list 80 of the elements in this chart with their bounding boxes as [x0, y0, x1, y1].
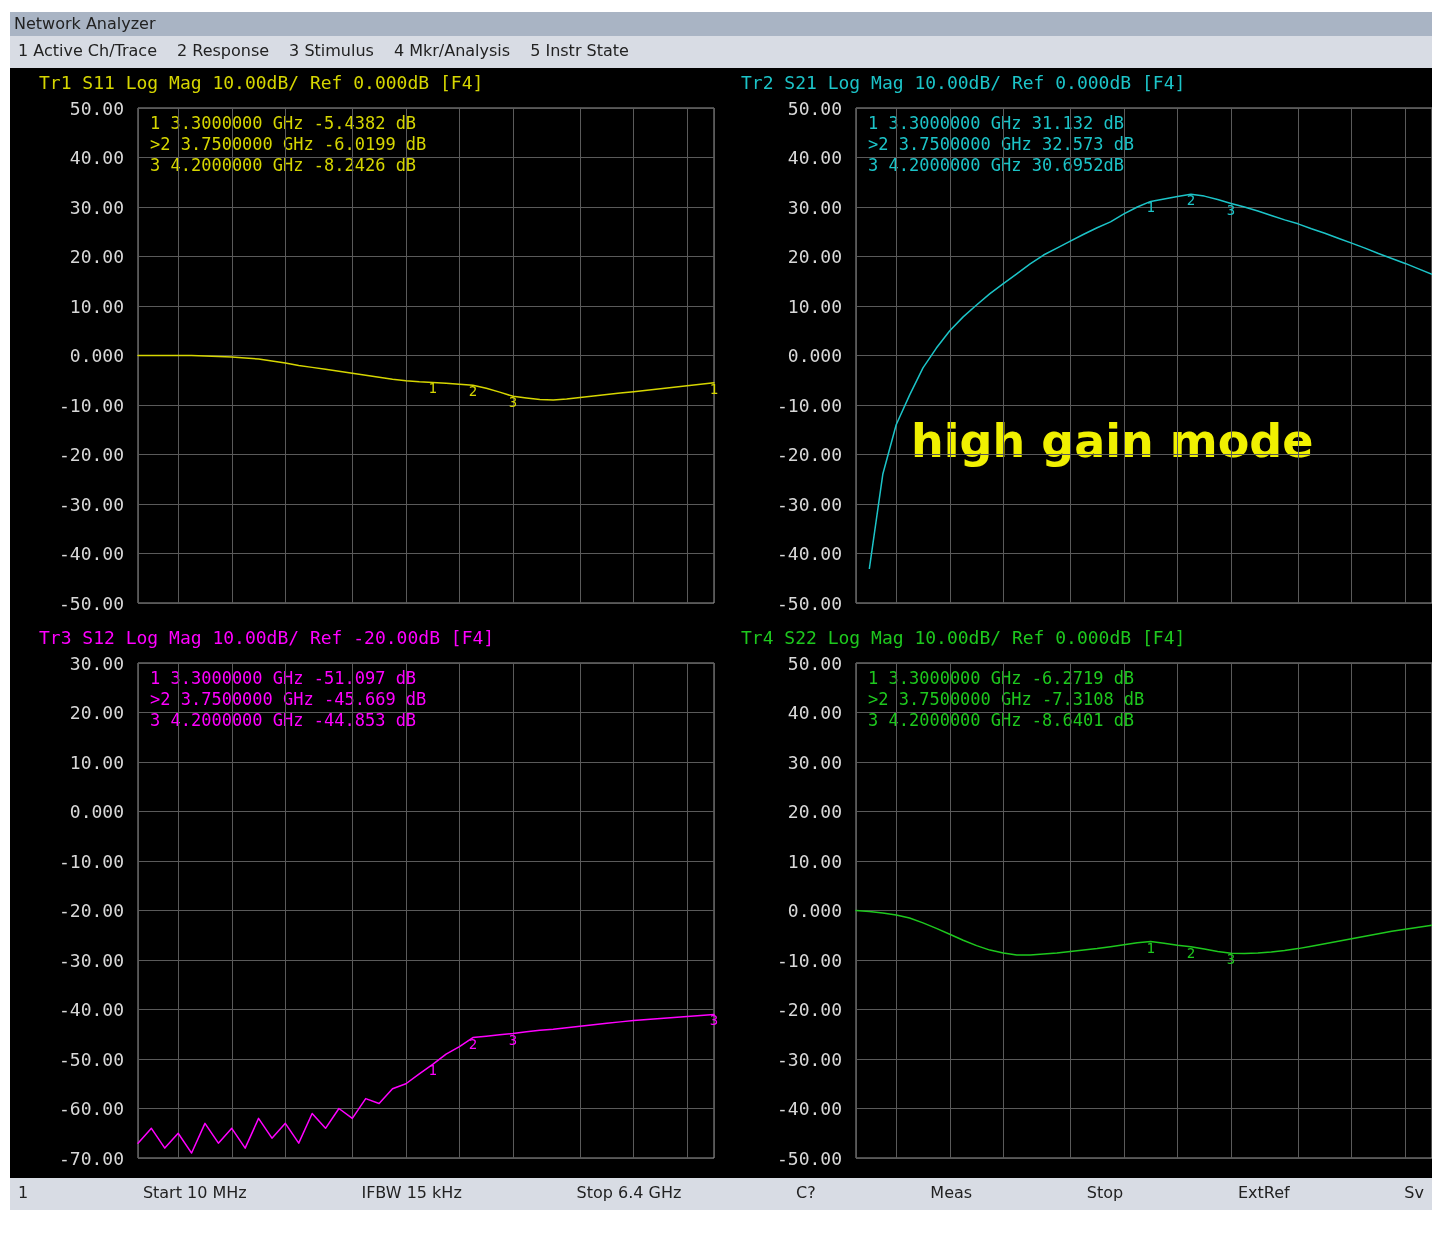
text: C?: [796, 1183, 816, 1204]
annotation: 1: [1146, 939, 1155, 956]
annotation: 2: [468, 1035, 478, 1052]
y-tick-label: 50.00: [787, 97, 842, 119]
y-tick-label: -20.00: [58, 444, 124, 465]
chart-title: Tr4 S22 Log Mag 10.00dB/ Ref 0.000dB [F4]: [741, 626, 1186, 648]
text: Meas: [930, 1183, 973, 1204]
annotation: 2: [1186, 944, 1196, 961]
y-tick-label: -30.00: [58, 493, 124, 515]
y-tick-label: 30.00: [69, 196, 124, 218]
line-series: [868, 193, 1432, 570]
y-tick-label: -20.00: [58, 900, 124, 921]
annotation: 2: [468, 383, 478, 400]
y-tick-label: -40.00: [776, 543, 842, 564]
y-tick-label: 30.00: [787, 196, 842, 218]
y-tick-label: 20.00: [787, 801, 842, 822]
y-tick-label: -30.00: [776, 1048, 842, 1070]
annotation: 1: [709, 380, 719, 397]
y-tick-label: 20.00: [69, 246, 124, 267]
y-tick-label: -10.00: [58, 394, 124, 416]
text: 3 Stimulus: [289, 41, 374, 62]
y-tick-label: 10.00: [787, 295, 842, 317]
annotation: 3: [508, 1031, 518, 1048]
text: IFBW 15 kHz: [361, 1183, 462, 1204]
text: ExtRef: [1237, 1183, 1290, 1204]
annotation: 3: [1226, 951, 1236, 968]
chart-title: Tr1 S11 Log Mag 10.00dB/ Ref 0.000dB [F4]: [39, 71, 484, 93]
y-tick-label: -30.00: [58, 949, 124, 971]
y-tick-label: -30.00: [776, 493, 842, 515]
chart-title: Tr3 S12 Log Mag 10.00dB/ Ref -20.00dB [F4]: [39, 626, 495, 648]
annotation: 1: [428, 1062, 437, 1079]
y-tick-label: -50.00: [58, 592, 124, 614]
y-tick-label: -40.00: [58, 999, 124, 1020]
y-tick-label: -10.00: [776, 949, 842, 971]
y-tick-label: 40.00: [787, 702, 842, 723]
y-tick-label: -40.00: [776, 1098, 842, 1119]
annotation: 1: [428, 380, 437, 397]
y-tick-label: -40.00: [58, 543, 124, 564]
y-tick-label: -10.00: [58, 850, 124, 872]
y-tick-label: 0.000: [787, 900, 842, 921]
y-tick-label: -50.00: [776, 1147, 842, 1169]
y-tick-label: -50.00: [58, 1048, 124, 1070]
y-tick-label: 10.00: [69, 751, 124, 773]
text: 5 Instr State: [530, 41, 629, 62]
text: Stop: [1086, 1183, 1124, 1204]
text: Start 10 MHz: [142, 1183, 247, 1204]
text: 1 Active Ch/Trace: [18, 41, 157, 62]
y-tick-label: 0.000: [787, 345, 842, 366]
text: 4 Mkr/Analysis: [393, 41, 511, 62]
y-tick-label: -70.00: [58, 1147, 124, 1169]
y-tick-label: 10.00: [787, 850, 842, 872]
y-tick-label: 40.00: [69, 147, 124, 168]
annotation: 1: [1146, 199, 1155, 216]
y-tick-label: 0.000: [69, 801, 124, 822]
y-tick-label: 20.00: [787, 246, 842, 267]
y-tick-label: -60.00: [58, 1098, 124, 1119]
y-tick-label: 20.00: [69, 702, 124, 723]
y-tick-label: 50.00: [787, 652, 842, 674]
text: Stop 6.4 GHz: [576, 1183, 682, 1204]
line-series: [137, 1013, 715, 1154]
text: 1: [18, 1183, 29, 1204]
chart-title: Tr2 S21 Log Mag 10.00dB/ Ref 0.000dB [F4]: [741, 71, 1186, 93]
y-tick-label: 30.00: [69, 652, 124, 674]
line-series: [855, 909, 1432, 956]
y-tick-label: -10.00: [776, 394, 842, 416]
y-tick-label: 0.000: [69, 345, 124, 366]
y-tick-label: 50.00: [69, 97, 124, 119]
y-tick-label: -50.00: [776, 592, 842, 614]
annotation: 2: [1186, 192, 1196, 209]
annotation: 3: [709, 1012, 719, 1029]
y-tick-label: 40.00: [787, 147, 842, 168]
text: 2 Response: [177, 41, 270, 62]
y-tick-label: 10.00: [69, 295, 124, 317]
annotation: 3: [508, 394, 518, 411]
text: Sv: [1404, 1183, 1424, 1204]
text: Network Analyzer: [10, 12, 1432, 36]
y-tick-label: 30.00: [787, 751, 842, 773]
y-tick-label: -20.00: [776, 444, 842, 465]
y-tick-label: -20.00: [776, 999, 842, 1020]
annotation: 3: [1226, 201, 1236, 218]
